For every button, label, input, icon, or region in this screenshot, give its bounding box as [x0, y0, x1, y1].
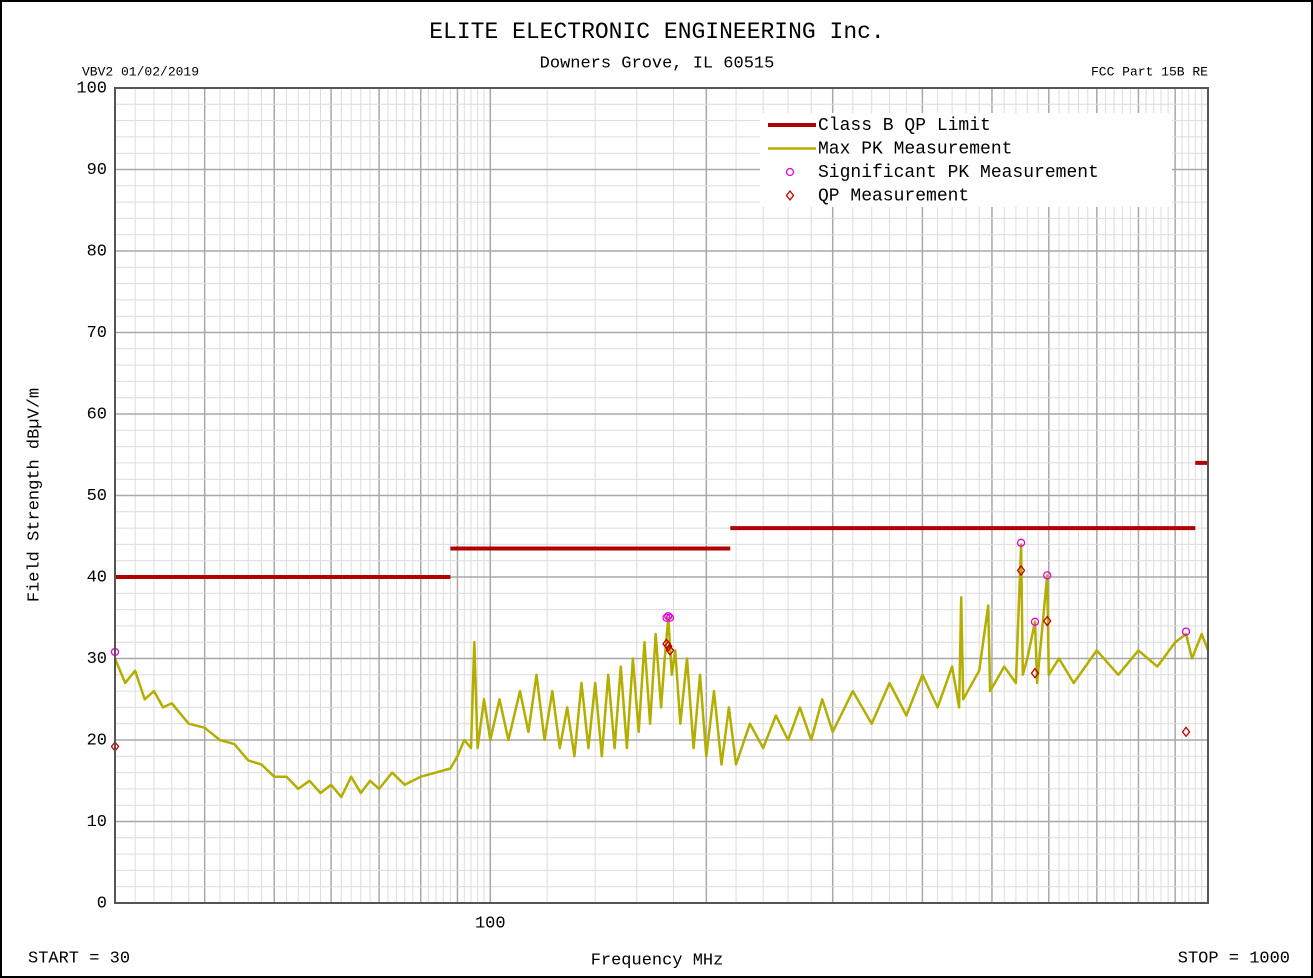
chart-title: ELITE ELECTRONIC ENGINEERING Inc.	[429, 19, 884, 45]
x-axis-label: Frequency MHz	[591, 951, 724, 970]
series-line	[113, 543, 1210, 799]
legend-label: QP Measurement	[818, 186, 969, 206]
qp-point	[663, 640, 673, 652]
y-tick-label: 90	[87, 161, 107, 180]
pk-point	[662, 613, 671, 622]
annotation: START = 30	[28, 949, 130, 968]
series-line	[115, 460, 1208, 579]
legend-swatch	[785, 167, 795, 177]
y-tick-label: 40	[87, 568, 107, 587]
qp-point	[665, 644, 675, 656]
pk-point	[1030, 617, 1040, 626]
qp-point	[1030, 667, 1040, 679]
annotation: STOP = 1000	[1178, 949, 1290, 968]
pk-point	[1181, 627, 1191, 636]
y-tick-label: 0	[97, 894, 107, 913]
y-tick-label: 30	[87, 650, 107, 669]
qp-point	[1016, 564, 1026, 577]
annotation: FCC Part 15B RE	[1091, 64, 1208, 79]
y-tick-label: 10	[87, 813, 107, 832]
plot	[110, 460, 1210, 799]
pk-point	[664, 611, 673, 621]
y-tick-label: 100	[76, 79, 107, 98]
x-tick-label: 100	[475, 914, 506, 933]
legend-label: Class B QP Limit	[818, 116, 991, 136]
pk-point	[665, 613, 675, 622]
y-tick-label: 80	[87, 242, 107, 261]
qp-point	[1181, 726, 1191, 738]
pk-point	[1016, 538, 1026, 547]
legend-label: Significant PK Measurement	[818, 163, 1099, 183]
legend-label: Max PK Measurement	[818, 139, 1012, 159]
y-tick-label: 60	[87, 405, 107, 424]
qp-point	[1042, 615, 1052, 627]
grid	[114, 87, 1209, 904]
y-axis-label: Field Strength dBµV/m	[25, 388, 44, 602]
pk-point	[1043, 571, 1052, 580]
chart-subtitle: Downers Grove, IL 60515	[540, 54, 775, 73]
plot-border	[114, 87, 1209, 904]
y-tick-label: 50	[87, 487, 107, 506]
y-tick-label: 70	[87, 324, 107, 343]
legend-box	[760, 113, 1172, 207]
annotation: VBV2 01/02/2019	[82, 64, 199, 79]
legend-swatch	[785, 189, 795, 202]
y-tick-label: 20	[87, 731, 107, 750]
